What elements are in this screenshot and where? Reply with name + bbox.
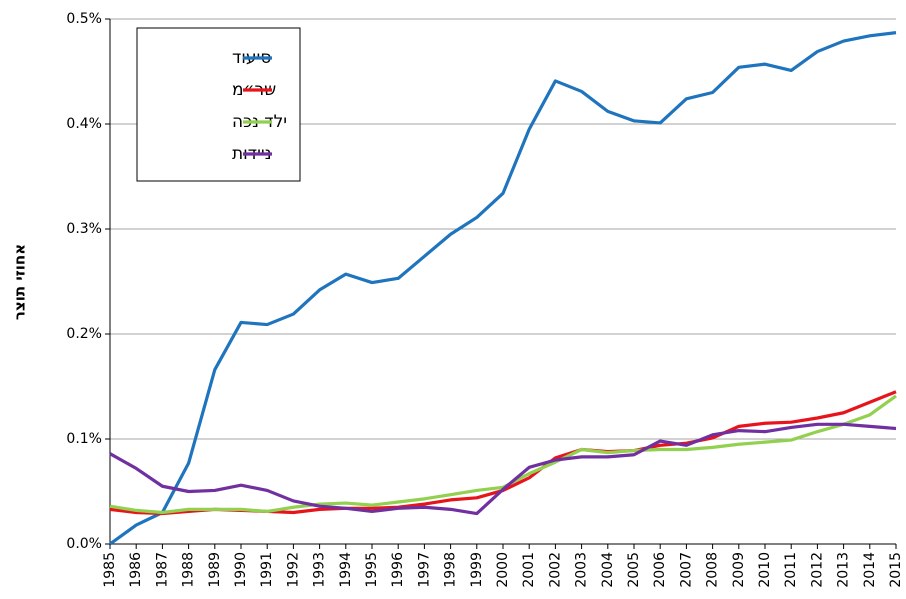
x-tick-label: 2002 [547,552,563,588]
x-tick-label: 2013 [836,552,852,588]
x-tick-label: 2003 [574,552,590,588]
x-tick-label: 1999 [469,552,485,588]
x-tick-label: 1986 [128,552,144,588]
x-tick-label: 1987 [154,552,170,588]
x-tick-label: 1991 [259,552,275,588]
x-tick-label: 1995 [364,552,380,588]
x-tick-label: 2006 [652,552,668,588]
x-tick-label: 1989 [207,552,223,588]
x-tick-label: 2012 [809,552,825,588]
x-tick-label: 2004 [600,552,616,588]
series-line [109,422,897,516]
x-tick-label: 2000 [495,552,511,588]
legend-box [136,27,301,182]
y-axis-label: אחוזי תוצר [11,244,29,320]
x-tick-label: 2009 [731,552,747,588]
y-tick-label: 0.2% [66,326,102,342]
x-tick-label: 1993 [312,552,328,588]
x-tick-label: 1997 [416,552,432,588]
x-tick-label: 1996 [390,552,406,588]
y-tick-label: 0.0% [66,536,102,552]
x-tick-label: 2015 [888,552,904,588]
x-tick-label: 1985 [102,552,118,588]
y-tick-label: 0.3% [66,221,102,237]
x-tick-label: 2001 [521,552,537,588]
x-tick-label: 1988 [181,552,197,588]
x-tick-label: 2014 [862,552,878,588]
y-tick-label: 0.5% [66,11,102,27]
x-tick-label: 1990 [233,552,249,588]
x-tick-label: 1992 [285,552,301,588]
series-line [109,394,897,515]
x-tick-label: 1998 [443,552,459,588]
y-tick-label: 0.1% [66,431,102,447]
x-tick-label: 2007 [678,552,694,588]
series-line [109,31,897,546]
x-tick-label: 2008 [705,552,721,588]
x-tick-label: 2010 [757,552,773,588]
y-tick-label: 0.4% [66,116,102,132]
x-tick-label: 2011 [783,552,799,588]
x-tick-label: 2005 [626,552,642,588]
x-tick-label: 1994 [338,552,354,588]
series-line [109,390,897,516]
